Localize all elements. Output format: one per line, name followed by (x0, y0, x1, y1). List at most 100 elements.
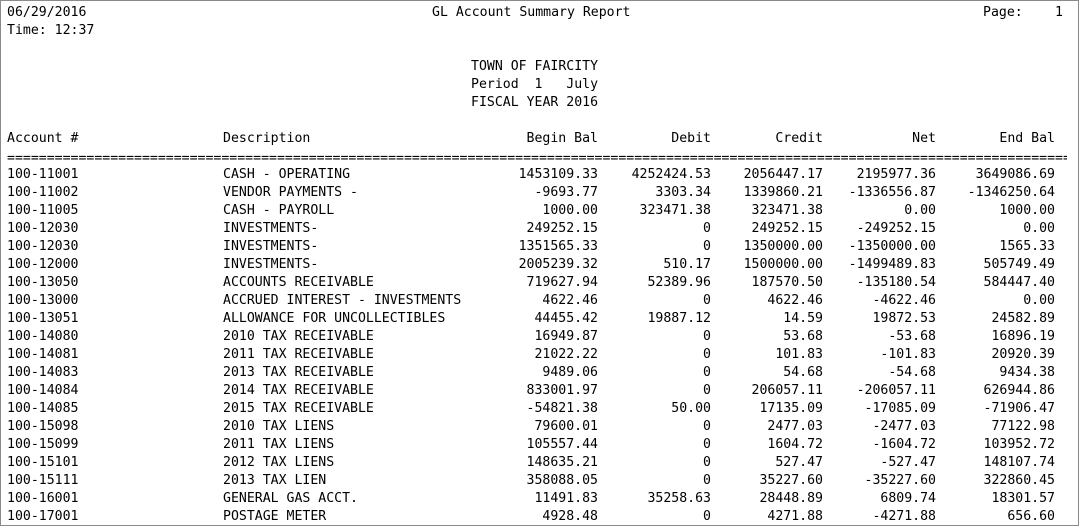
begin-balance: 79600.01 (534, 419, 598, 434)
table-row: 100-14081 2011 TAX RECEIVABLE 21022.22 0 101… (1, 346, 1078, 364)
account-number: 100-13000 (7, 293, 79, 308)
page-number: 1 (1055, 5, 1063, 20)
table-row: 100-13000 ACCRUED INTEREST - INVESTMENTS 4… (1, 292, 1078, 310)
account-number: 100-16001 (7, 491, 79, 506)
credit-amount: 1339860.21 (743, 185, 823, 200)
account-description: 2013 TAX LIEN (223, 473, 327, 488)
begin-balance: 11491.83 (534, 491, 598, 506)
end-balance: 0.00 (1023, 221, 1055, 236)
credit-amount: 206057.11 (751, 383, 823, 398)
credit-amount: 249252.15 (751, 221, 823, 236)
account-number: 100-14081 (7, 347, 79, 362)
credit-amount: 2477.03 (767, 419, 823, 434)
begin-balance: 4928.48 (542, 509, 598, 524)
end-balance: 1000.00 (999, 203, 1055, 218)
table-row: 100-14084 2014 TAX RECEIVABLE 833001.97 0 20… (1, 382, 1078, 400)
account-number: 100-14080 (7, 329, 79, 344)
page-label: Page: (983, 5, 1023, 20)
account-number: 100-17001 (7, 509, 79, 524)
account-number: 100-15111 (7, 473, 79, 488)
account-description: ALLOWANCE FOR UNCOLLECTIBLES (223, 311, 446, 326)
net-amount: 6809.74 (880, 491, 936, 506)
col-begin-bal: Begin Bal (526, 131, 598, 146)
table-row: 100-14083 2013 TAX RECEIVABLE 9489.06 0 54.6… (1, 364, 1078, 382)
begin-balance: 1000.00 (542, 203, 598, 218)
net-amount: -135180.54 (856, 275, 936, 290)
account-number: 100-15099 (7, 437, 79, 452)
debit-amount: 0 (703, 347, 711, 362)
header-separator: ========================================… (7, 151, 1067, 166)
credit-amount: 17135.09 (759, 401, 823, 416)
account-description: INVESTMENTS- (223, 221, 319, 236)
table-row: 100-12030 INVESTMENTS- 1351565.33 0 1350000.… (1, 238, 1078, 256)
end-balance: 505749.49 (983, 257, 1055, 272)
table-row: 100-15111 2013 TAX LIEN 358088.05 0 35227.60… (1, 472, 1078, 490)
account-number: 100-12030 (7, 221, 79, 236)
debit-amount: 0 (703, 455, 711, 470)
account-description: ACCRUED INTEREST - INVESTMENTS (223, 293, 462, 308)
account-number: 100-13050 (7, 275, 79, 290)
table-row: 100-13050 ACCOUNTS RECEIVABLE 719627.94 523… (1, 274, 1078, 292)
begin-balance: 4622.46 (542, 293, 598, 308)
end-balance: 24582.89 (991, 311, 1055, 326)
account-description: 2014 TAX RECEIVABLE (223, 383, 374, 398)
end-balance: 148107.74 (983, 455, 1055, 470)
debit-amount: 0 (703, 239, 711, 254)
fiscal-year: FISCAL YEAR 2016 (471, 95, 599, 110)
account-number: 100-12000 (7, 257, 79, 272)
credit-amount: 14.59 (783, 311, 823, 326)
account-description: 2013 TAX RECEIVABLE (223, 365, 374, 380)
net-amount: 0.00 (904, 203, 936, 218)
credit-amount: 527.47 (775, 455, 823, 470)
debit-amount: 0 (703, 329, 711, 344)
account-description: 2015 TAX RECEIVABLE (223, 401, 374, 416)
end-balance: 1565.33 (999, 239, 1055, 254)
end-balance: 322860.45 (983, 473, 1055, 488)
table-row: 100-11005 CASH - PAYROLL 1000.00 323471.38 3… (1, 202, 1078, 220)
debit-amount: 323471.38 (639, 203, 711, 218)
end-balance: 656.60 (1007, 509, 1055, 524)
credit-amount: 101.83 (775, 347, 823, 362)
end-balance: 626944.86 (983, 383, 1055, 398)
credit-amount: 4622.46 (767, 293, 823, 308)
begin-balance: 1351565.33 (518, 239, 598, 254)
account-description: POSTAGE METER (223, 509, 327, 524)
credit-amount: 2056447.17 (743, 167, 823, 182)
table-row: 100-12030 INVESTMENTS- 249252.15 0 249252.15… (1, 220, 1078, 238)
end-balance: 9434.38 (999, 365, 1055, 380)
col-account: Account # (7, 131, 79, 146)
begin-balance: 9489.06 (542, 365, 598, 380)
account-description: VENDOR PAYMENTS - (223, 185, 358, 200)
account-number: 100-11005 (7, 203, 79, 218)
account-description: CASH - PAYROLL (223, 203, 335, 218)
account-number: 100-11002 (7, 185, 79, 200)
debit-amount: 0 (703, 473, 711, 488)
debit-amount: 0 (703, 221, 711, 236)
credit-amount: 53.68 (783, 329, 823, 344)
end-balance: 103952.72 (983, 437, 1055, 452)
col-net: Net (912, 131, 936, 146)
begin-balance: 2005239.32 (518, 257, 598, 272)
column-header-row: Account # Description Begin Bal Debit Cr… (1, 130, 1078, 148)
net-amount: -4622.46 (872, 293, 936, 308)
table-row: 100-16001 GENERAL GAS ACCT. 11491.83 35258.… (1, 490, 1078, 508)
end-balance: 16896.19 (991, 329, 1055, 344)
begin-balance: 44455.42 (534, 311, 598, 326)
col-debit: Debit (671, 131, 711, 146)
table-row: 100-15098 2010 TAX LIENS 79600.01 0 2477.03 -… (1, 418, 1078, 436)
end-balance: -1346250.64 (967, 185, 1055, 200)
net-amount: 19872.53 (872, 311, 936, 326)
debit-amount: 0 (703, 383, 711, 398)
debit-amount: 35258.63 (647, 491, 711, 506)
table-row: 100-11001 CASH - OPERATING 1453109.33 42524… (1, 166, 1078, 184)
account-number: 100-15101 (7, 455, 79, 470)
period-line: Period 1 July (471, 77, 599, 92)
begin-balance: 105557.44 (526, 437, 598, 452)
account-description: 2011 TAX LIENS (223, 437, 335, 452)
account-description: 2010 TAX RECEIVABLE (223, 329, 374, 344)
begin-balance: -54821.38 (526, 401, 598, 416)
account-description: 2010 TAX LIENS (223, 419, 335, 434)
credit-amount: 187570.50 (751, 275, 823, 290)
net-amount: -1336556.87 (848, 185, 936, 200)
